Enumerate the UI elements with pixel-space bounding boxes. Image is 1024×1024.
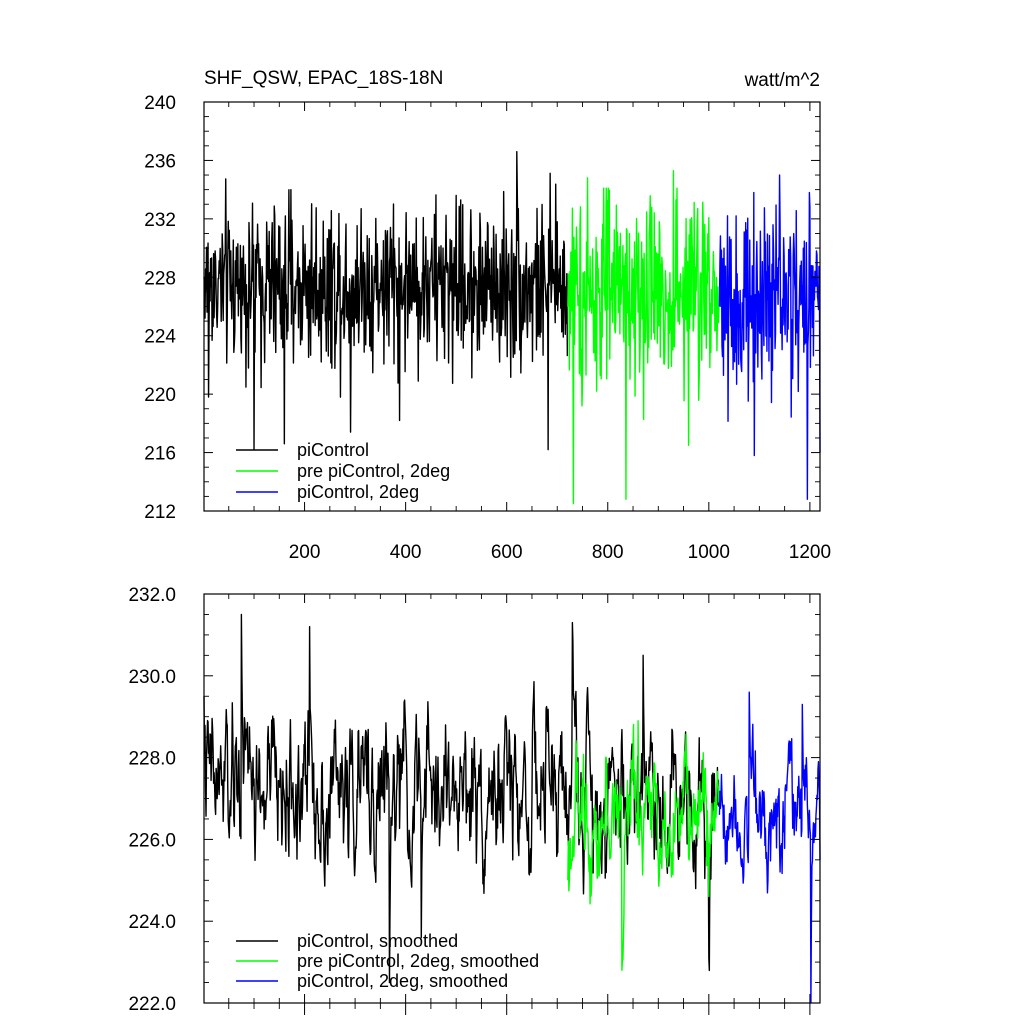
x-tick-label: 800 <box>592 542 624 563</box>
legend-label: piControl, 2deg, smoothed <box>297 971 508 991</box>
y-tick-label: 228 <box>144 268 176 289</box>
y-tick-label: 230.0 <box>128 667 176 688</box>
y-tick-label: 232.0 <box>128 585 176 606</box>
y-tick-label: 228.0 <box>128 749 176 770</box>
bottom-panel-ticks: 222.0 224.0 226.0 228.0 230.0 232.0 <box>128 585 820 1015</box>
top-panel-frame <box>203 101 821 512</box>
top-panel: SHF_QSW, EPAC_18S-18N watt/m^2 212 216 220… <box>144 68 831 563</box>
series-line-pre-picontrol-2deg-smoothed <box>567 720 720 971</box>
legend-label: piControl, smoothed <box>297 931 458 951</box>
top-panel-units-label: watt/m^2 <box>744 70 820 91</box>
legend-label: pre piControl, 2deg, smoothed <box>297 951 539 971</box>
y-tick-label: 212 <box>144 502 176 523</box>
series-line-pre-picontrol-2deg <box>567 169 720 505</box>
legend-label: piControl <box>297 440 369 460</box>
top-panel-series-group <box>203 150 821 505</box>
series-line-picontrol-smoothed <box>203 613 720 984</box>
legend-label: piControl, 2deg <box>297 482 419 502</box>
y-tick-label: 226.0 <box>128 830 176 851</box>
y-tick-label: 236 <box>144 151 176 172</box>
y-tick-label: 220 <box>144 385 176 406</box>
x-tick-label: 400 <box>390 542 422 563</box>
top-panel-title: SHF_QSW, EPAC_18S-18N <box>204 68 443 89</box>
y-tick-label: 232 <box>144 210 176 231</box>
x-tick-label: 1200 <box>789 542 831 563</box>
bottom-panel-frame <box>203 593 821 1004</box>
series-line-picontrol-2deg <box>718 174 821 501</box>
series-line-picontrol <box>203 150 569 451</box>
x-tick-label: 1000 <box>688 542 730 563</box>
legend-label: pre piControl, 2deg <box>297 461 450 481</box>
y-tick-label: 240 <box>144 93 176 114</box>
y-tick-label: 224 <box>144 327 176 348</box>
x-tick-label: 600 <box>491 542 523 563</box>
top-panel-ticks: 212 216 220 224 228 232 236 240 200 400 600 800 1000… <box>144 93 831 563</box>
bottom-panel: 222.0 224.0 226.0 228.0 230.0 232.0 piControl… <box>128 585 821 1015</box>
series-line-picontrol-2deg-smoothed <box>718 691 821 1004</box>
y-tick-label: 216 <box>144 444 176 465</box>
y-tick-label: 224.0 <box>128 912 176 933</box>
bottom-panel-series-group <box>203 613 821 1004</box>
y-tick-label: 222.0 <box>128 994 176 1015</box>
x-tick-label: 200 <box>289 542 321 563</box>
